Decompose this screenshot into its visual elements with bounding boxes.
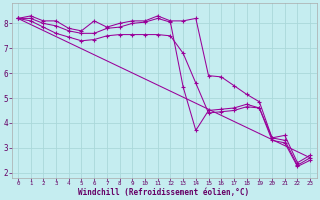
X-axis label: Windchill (Refroidissement éolien,°C): Windchill (Refroidissement éolien,°C) [78,188,250,197]
